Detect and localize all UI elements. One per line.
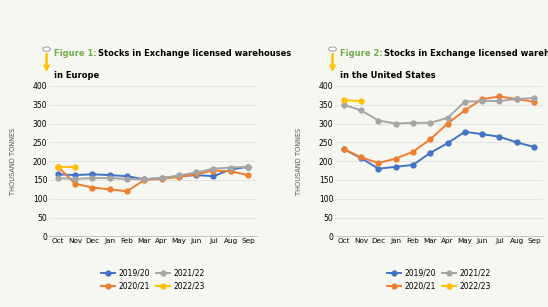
2019/20: [89, 173, 96, 176]
2021/22: [141, 177, 147, 181]
2020/21: [72, 182, 78, 185]
2020/21: [444, 122, 451, 125]
Y-axis label: THOUSAND TONNES: THOUSAND TONNES: [296, 127, 302, 195]
2022/23: [55, 165, 61, 169]
2019/20: [141, 177, 147, 181]
Line: 2022/23: 2022/23: [55, 164, 78, 169]
2020/21: [427, 138, 433, 141]
2019/20: [479, 132, 486, 136]
2019/20: [124, 174, 130, 178]
Line: 2019/20: 2019/20: [55, 164, 250, 182]
2021/22: [244, 165, 251, 169]
2021/22: [427, 121, 433, 125]
2020/21: [461, 109, 468, 112]
2019/20: [341, 147, 347, 151]
Legend: 2019/20, 2020/21, 2021/22, 2022/23: 2019/20, 2020/21, 2021/22, 2022/23: [387, 269, 491, 291]
2021/22: [461, 100, 468, 103]
2021/22: [158, 176, 165, 180]
2020/21: [479, 97, 486, 101]
2019/20: [530, 145, 537, 149]
2020/21: [210, 169, 216, 173]
2021/22: [210, 167, 216, 170]
Line: 2020/21: 2020/21: [341, 94, 536, 165]
Y-axis label: THOUSAND TONNES: THOUSAND TONNES: [10, 127, 16, 195]
Line: 2021/22: 2021/22: [55, 164, 250, 182]
2021/22: [106, 176, 113, 180]
2021/22: [375, 119, 382, 122]
2019/20: [193, 173, 199, 177]
Text: in Europe: in Europe: [54, 71, 99, 80]
2022/23: [358, 99, 364, 103]
2021/22: [392, 122, 399, 125]
2021/22: [530, 96, 537, 100]
2019/20: [461, 130, 468, 134]
2021/22: [496, 99, 503, 103]
2021/22: [227, 166, 234, 169]
2020/21: [158, 177, 165, 181]
2019/20: [72, 173, 78, 177]
2021/22: [444, 116, 451, 120]
Line: 2020/21: 2020/21: [55, 164, 250, 194]
2019/20: [358, 156, 364, 160]
Legend: 2019/20, 2020/21, 2021/22, 2022/23: 2019/20, 2020/21, 2021/22, 2022/23: [101, 269, 205, 291]
2020/21: [193, 173, 199, 176]
2020/21: [513, 97, 520, 101]
Text: Figure 2:: Figure 2:: [340, 49, 383, 58]
2021/22: [341, 103, 347, 107]
2020/21: [141, 178, 147, 182]
2019/20: [227, 168, 234, 171]
2019/20: [158, 176, 165, 180]
2021/22: [358, 109, 364, 112]
2019/20: [106, 173, 113, 177]
Line: 2022/23: 2022/23: [341, 98, 364, 103]
2021/22: [89, 176, 96, 180]
2021/22: [55, 176, 61, 180]
2020/21: [175, 175, 182, 179]
2020/21: [341, 147, 347, 151]
Text: Stocks in Exchange licensed warehouses: Stocks in Exchange licensed warehouses: [384, 49, 548, 58]
2021/22: [479, 99, 486, 103]
2019/20: [427, 151, 433, 155]
Text: in the United States: in the United States: [340, 71, 435, 80]
2020/21: [375, 161, 382, 165]
2020/21: [89, 186, 96, 189]
2021/22: [193, 171, 199, 174]
Line: 2021/22: 2021/22: [341, 95, 536, 126]
2021/22: [410, 121, 416, 125]
2021/22: [72, 177, 78, 181]
2019/20: [496, 135, 503, 138]
2022/23: [72, 165, 78, 169]
2019/20: [375, 167, 382, 170]
2019/20: [513, 141, 520, 144]
Text: Figure 1:: Figure 1:: [54, 49, 96, 58]
2019/20: [410, 163, 416, 167]
2020/21: [496, 95, 503, 98]
2019/20: [444, 141, 451, 145]
2020/21: [106, 188, 113, 191]
2020/21: [55, 165, 61, 169]
Line: 2019/20: 2019/20: [341, 130, 536, 171]
2020/21: [392, 157, 399, 160]
2020/21: [244, 173, 251, 177]
2019/20: [175, 174, 182, 178]
2022/23: [341, 99, 347, 102]
2020/21: [124, 189, 130, 193]
2019/20: [392, 165, 399, 169]
2020/21: [530, 100, 537, 103]
2020/21: [358, 156, 364, 159]
2019/20: [210, 174, 216, 178]
2020/21: [410, 150, 416, 154]
2020/21: [227, 169, 234, 173]
2021/22: [513, 97, 520, 101]
2021/22: [124, 177, 130, 181]
2019/20: [244, 165, 251, 169]
2019/20: [55, 173, 61, 176]
2021/22: [175, 174, 182, 177]
Text: Stocks in Exchange licensed warehouses: Stocks in Exchange licensed warehouses: [98, 49, 292, 58]
